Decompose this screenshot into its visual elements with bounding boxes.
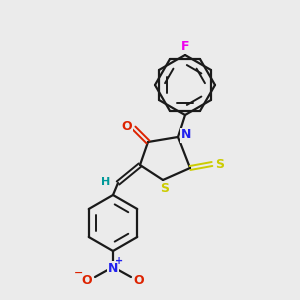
Text: S: S <box>215 158 224 170</box>
Text: S: S <box>160 182 169 196</box>
Text: O: O <box>82 274 92 286</box>
Text: N: N <box>181 128 191 142</box>
Text: O: O <box>122 119 132 133</box>
Text: N: N <box>108 262 118 275</box>
Text: +: + <box>115 256 123 266</box>
Text: F: F <box>181 40 189 52</box>
Text: O: O <box>134 274 144 286</box>
Text: H: H <box>101 177 111 187</box>
Text: −: − <box>74 268 84 278</box>
